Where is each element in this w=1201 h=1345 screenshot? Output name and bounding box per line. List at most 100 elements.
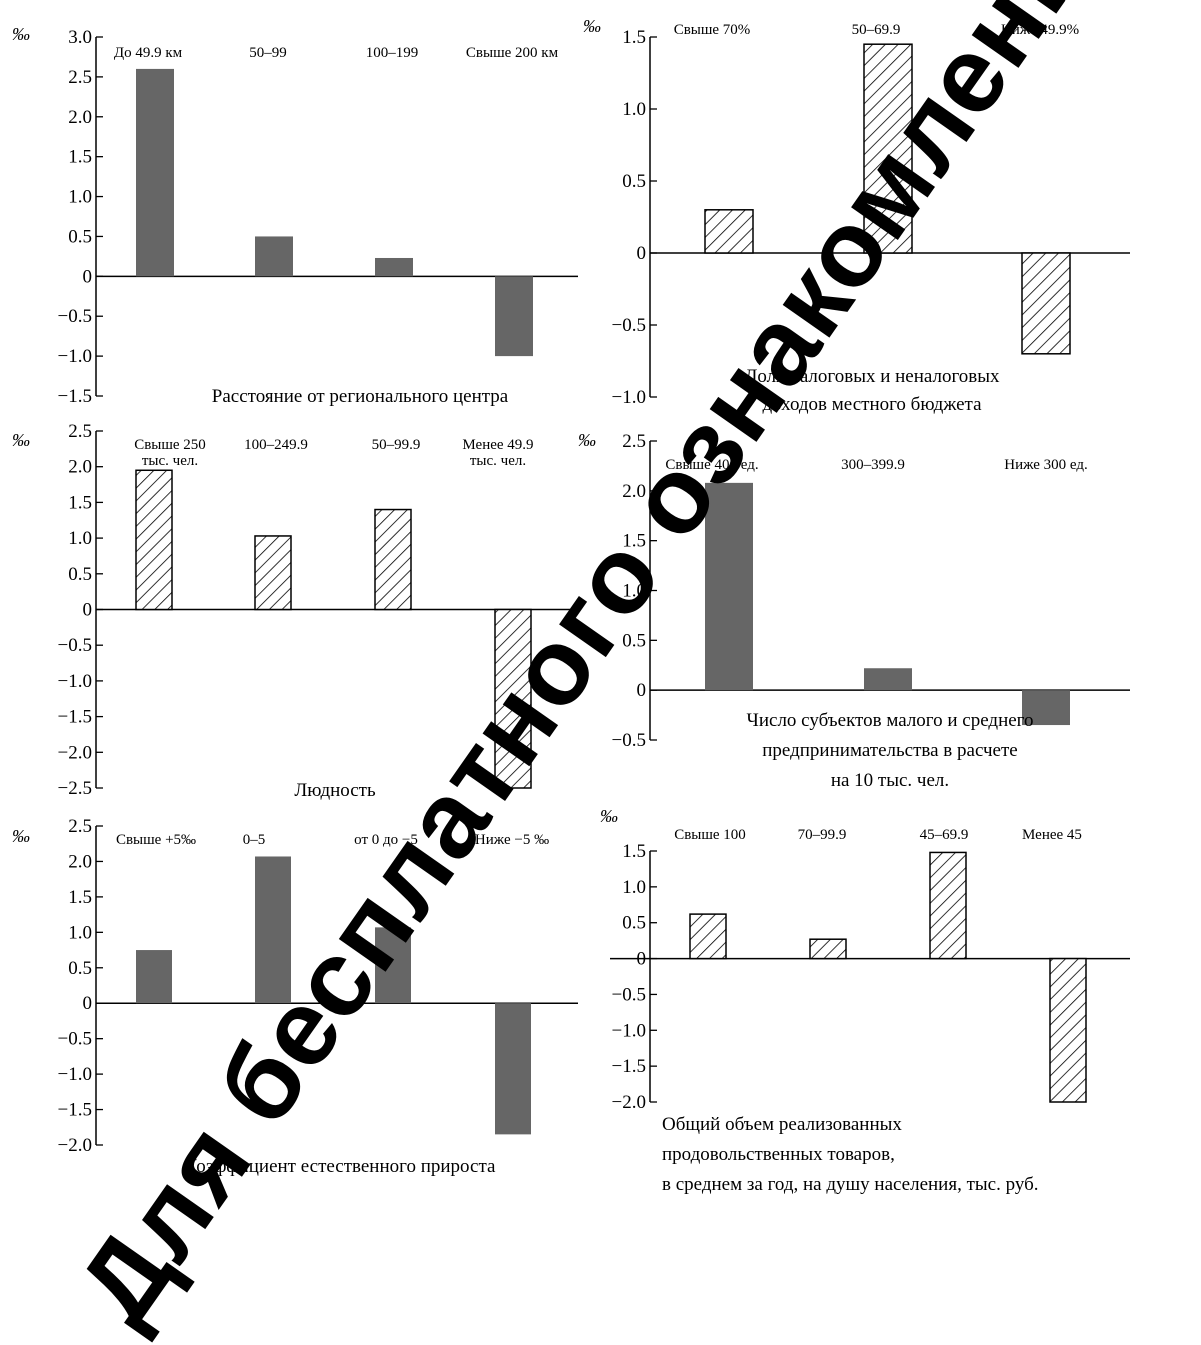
- bar: [494, 608, 532, 789]
- y-tick-label: −1.0: [612, 387, 646, 408]
- category-label: 0–5: [243, 832, 266, 848]
- y-tick-label: 1.5: [622, 27, 646, 48]
- y-tick-label: −0.5: [58, 1029, 92, 1050]
- chart-title: Общий объем реализованных: [662, 1114, 902, 1135]
- y-tick-label: −0.5: [612, 315, 646, 336]
- y-tick-label: 2.0: [68, 457, 92, 478]
- chart-title: доходов местного бюджета: [762, 394, 982, 415]
- unit-label: ‰: [600, 806, 618, 826]
- category-label: Менее 49.9: [462, 437, 533, 453]
- bar: [136, 950, 172, 1004]
- category-label: 45–69.9: [920, 827, 969, 843]
- y-tick-label: −0.5: [58, 635, 92, 656]
- y-tick-label: −1.5: [612, 1056, 646, 1077]
- y-tick-label: −0.5: [58, 306, 92, 327]
- y-tick-label: 1.5: [622, 841, 646, 862]
- y-tick-label: 0: [637, 680, 647, 701]
- y-tick-label: 1.0: [68, 187, 92, 208]
- category-label: До 49.9 км: [114, 45, 183, 61]
- y-tick-label: 0: [83, 993, 93, 1014]
- bar: [864, 668, 912, 691]
- category-label: 50–69.9: [852, 22, 901, 38]
- category-label: Менее 45: [1022, 827, 1082, 843]
- y-tick-label: −1.0: [58, 346, 92, 367]
- category-label: 50–99: [249, 45, 287, 61]
- y-tick-label: −1.0: [612, 1020, 646, 1041]
- category-label: 50–99.9: [372, 437, 421, 453]
- y-tick-label: −1.0: [58, 1064, 92, 1085]
- y-tick-label: 2.5: [622, 431, 646, 452]
- chart-title: Людность: [294, 780, 376, 801]
- chart-panel: 1.51.00.50−0.5−1.0−1.5−2.0‰Свыше 10070–9…: [600, 806, 1130, 1195]
- y-tick-label: 0.5: [68, 226, 92, 247]
- unit-label: ‰: [12, 826, 30, 846]
- y-tick-label: −1.0: [58, 671, 92, 692]
- chart-title: на 10 тыс. чел.: [831, 770, 949, 791]
- bar: [374, 508, 412, 611]
- chart-panel: 2.5 2.0 1.5 1.0 0.5 0 −0.5 ‰ Свыше 400 ед. 300–39…: [578, 430, 1130, 791]
- unit-label: ‰: [12, 430, 30, 450]
- y-tick-label: −1.5: [58, 386, 92, 407]
- bar: [863, 43, 913, 254]
- category-label: Свыше 200 км: [466, 45, 559, 61]
- y-tick-label: 0: [83, 266, 93, 287]
- y-tick-label: 1.5: [68, 887, 92, 908]
- y-tick-label: 2.5: [68, 816, 92, 837]
- bar: [254, 535, 292, 611]
- category-label: от 0 до −5: [354, 832, 418, 848]
- y-tick-label: 1.5: [68, 147, 92, 168]
- bar: [689, 913, 727, 960]
- chart-panel: 2.5 2.0 1.5 1.0 0.5 0 −0.5 −1.0 −1.5 −2.0 −2.5 ‰ Свы…: [12, 421, 578, 801]
- y-tick-label: 1.0: [68, 528, 92, 549]
- category-label: Ниже 49.9%: [1001, 22, 1079, 38]
- y-tick-label: 3.0: [68, 27, 92, 48]
- unit-label: ‰: [578, 430, 596, 450]
- chart-title: Доля налоговых и неналоговых: [744, 366, 1000, 387]
- category-label: Свыше 400 ед.: [665, 457, 758, 473]
- y-tick-label: 2.5: [68, 421, 92, 442]
- y-tick-label: −0.5: [612, 730, 646, 751]
- category-label: 70–99.9: [798, 827, 847, 843]
- bar: [929, 851, 967, 960]
- bar: [495, 1003, 531, 1135]
- y-tick-label: −0.5: [612, 984, 646, 1005]
- category-label: Свыше +5‰: [116, 832, 196, 848]
- y-tick-label: 1.0: [622, 877, 646, 898]
- chart-panel: 3.0 2.5 2.0 1.5 1.0 0.5 0 −0.5 −1.0 −1.5 ‰ До 49.9 …: [12, 24, 578, 407]
- y-tick-label: 0.5: [68, 958, 92, 979]
- chart-title: продовольственных товаров,: [662, 1144, 895, 1165]
- y-tick-label: 0.5: [622, 630, 646, 651]
- category-label: 100–199: [366, 45, 419, 61]
- unit-label: ‰: [583, 16, 601, 36]
- y-tick-label: 1.0: [622, 99, 646, 120]
- y-tick-label: 1.0: [68, 922, 92, 943]
- y-tick-label: −2.0: [612, 1092, 646, 1113]
- y-tick-label: 0: [83, 600, 93, 621]
- y-tick-label: 0.5: [68, 564, 92, 585]
- bar: [809, 938, 847, 960]
- chart-title: предпринимательства в расчете: [762, 740, 1017, 761]
- category-label: Ниже −5 ‰: [475, 832, 549, 848]
- bar: [495, 276, 533, 357]
- category-label: 100–249.9: [244, 437, 308, 453]
- bar: [255, 856, 291, 1004]
- chart-title: Число субъектов малого и среднего: [747, 710, 1034, 731]
- y-tick-label: −2.5: [58, 778, 92, 799]
- bar: [136, 68, 174, 277]
- y-tick-label: 2.0: [68, 107, 92, 128]
- bar: [1021, 252, 1071, 355]
- y-tick-label: 1.5: [68, 492, 92, 513]
- category-label: 300–399.9: [841, 457, 905, 473]
- chart-title: Коэффициент естественного прироста: [185, 1156, 496, 1177]
- bar: [375, 927, 411, 1004]
- category-label: тыс. чел.: [470, 453, 526, 469]
- category-label: Свыше 250: [134, 437, 206, 453]
- y-tick-label: 0.5: [622, 171, 646, 192]
- bar: [704, 209, 754, 254]
- category-label: тыс. чел.: [142, 453, 198, 469]
- y-tick-label: 2.0: [68, 851, 92, 872]
- chart-panel: 2.5 2.0 1.5 1.0 0.5 0 −0.5 −1.0 −1.5 −2.0 ‰ Свыше +…: [12, 816, 578, 1177]
- category-label: Свыше 70%: [674, 22, 751, 38]
- y-tick-label: 1.5: [622, 531, 646, 552]
- y-tick-label: −2.0: [58, 742, 92, 763]
